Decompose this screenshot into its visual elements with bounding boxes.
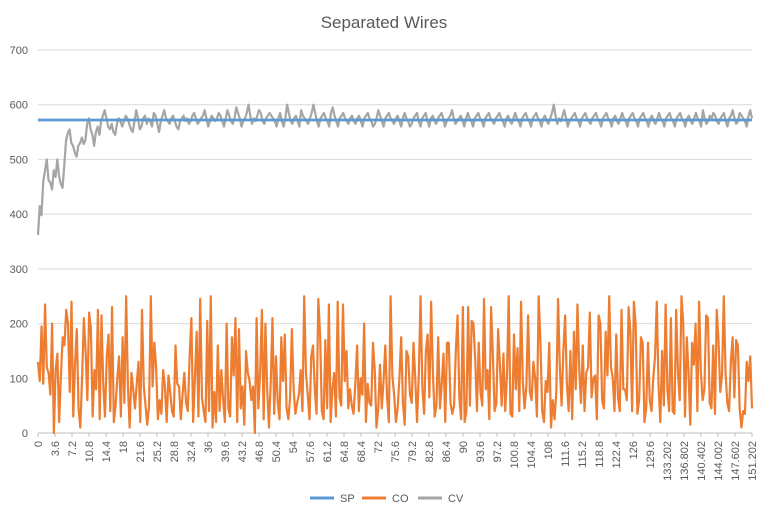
x-tick-label: 79.2	[407, 441, 419, 462]
x-axis-ticks: 0 3.6 7.2 10.8 14.4 18 21.6 25.2 28.8 32.4 36 39.6 4…	[33, 433, 759, 481]
x-tick-label: 72	[373, 441, 385, 453]
y-tick-label: 300	[10, 264, 28, 276]
legend: SP CO CV	[310, 493, 464, 505]
x-tick-label: 54	[288, 441, 300, 453]
x-tick-label: 28.8	[169, 441, 181, 462]
x-tick-label: 7.2	[67, 441, 79, 456]
x-tick-label: 61.2	[322, 441, 334, 462]
x-tick-label: 68.4	[356, 441, 368, 462]
x-tick-label: 3.6	[50, 441, 62, 456]
series-layer	[36, 103, 754, 435]
y-tick-label: 0	[22, 428, 28, 440]
x-tick-label: 118.8	[594, 441, 606, 468]
x-tick-label: 133.202	[662, 441, 674, 481]
x-tick-label: 86.4	[441, 441, 453, 462]
y-tick-label: 400	[10, 209, 28, 221]
x-tick-label: 57.6	[305, 441, 317, 462]
x-tick-label: 151.202	[747, 441, 759, 481]
x-tick-label: 93.6	[475, 441, 487, 462]
x-tick-label: 147.602	[730, 441, 742, 481]
x-tick-label: 136.802	[679, 441, 691, 481]
x-tick-label: 115.2	[577, 441, 589, 468]
y-tick-label: 700	[10, 45, 28, 57]
x-tick-label: 50.4	[271, 441, 283, 462]
x-tick-label: 97.2	[492, 441, 504, 462]
x-tick-label: 64.8	[339, 441, 351, 462]
legend-label-cv: CV	[448, 493, 464, 505]
y-tick-label: 100	[10, 373, 28, 385]
y-tick-label: 500	[10, 154, 28, 166]
x-tick-label: 18	[118, 441, 130, 453]
x-tick-label: 111.6	[560, 441, 572, 467]
y-axis-ticks: 0 100 200 300 400 500 600 700	[10, 45, 28, 440]
x-tick-label: 32.4	[186, 441, 198, 462]
x-tick-label: 39.6	[220, 441, 232, 462]
x-tick-label: 129.6	[645, 441, 657, 469]
y-tick-label: 200	[10, 319, 28, 331]
grid-layer	[38, 49, 752, 434]
x-tick-label: 36	[203, 441, 215, 453]
x-tick-label: 46.8	[254, 441, 266, 462]
series-line-cv	[36, 103, 754, 235]
x-tick-label: 82.8	[424, 441, 436, 462]
x-tick-label: 104.4	[526, 441, 538, 469]
y-tick-label: 600	[10, 100, 28, 112]
x-tick-label: 10.8	[84, 441, 96, 462]
x-tick-label: 126	[628, 441, 640, 459]
x-tick-label: 21.6	[135, 441, 147, 462]
x-tick-label: 90	[458, 441, 470, 453]
x-tick-label: 75.6	[390, 441, 402, 462]
x-tick-label: 122.4	[611, 441, 623, 469]
chart-title: Separated Wires	[321, 13, 448, 32]
legend-label-sp: SP	[340, 493, 355, 505]
x-tick-label: 144.002	[713, 441, 725, 481]
legend-label-co: CO	[392, 493, 409, 505]
series-line-co	[36, 295, 754, 435]
x-tick-label: 25.2	[152, 441, 164, 462]
x-tick-label: 43.2	[237, 441, 249, 462]
x-tick-label: 14.4	[101, 441, 113, 462]
x-tick-label: 0	[33, 441, 45, 447]
x-tick-label: 108	[543, 441, 555, 459]
x-tick-label: 140.402	[696, 441, 708, 481]
x-tick-label: 100.8	[509, 441, 521, 469]
